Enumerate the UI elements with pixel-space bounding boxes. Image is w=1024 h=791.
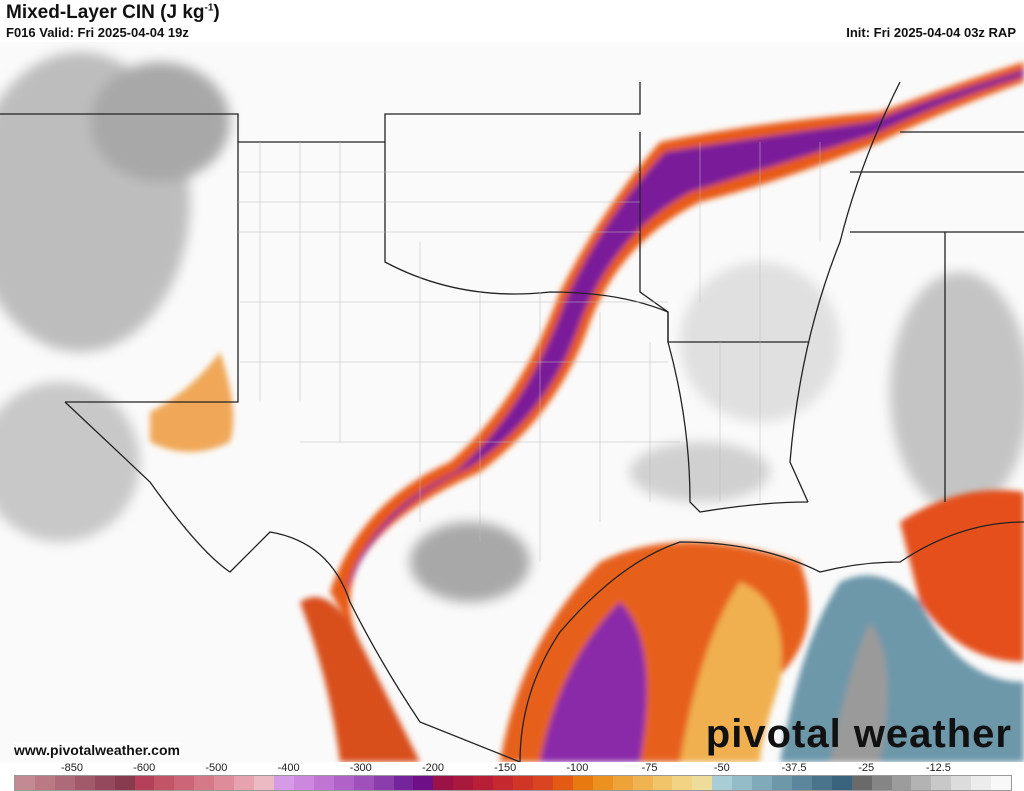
- colorbar-swatch: [254, 776, 274, 790]
- colorbar-labels: -850 -600 -500 -400 -300 -200 -150 -100 -75 -50 -3…: [0, 762, 1024, 774]
- colorbar-swatch: [34, 776, 55, 790]
- colorbar-label: -300: [349, 762, 372, 774]
- colorbar-swatch: [273, 776, 294, 790]
- colorbar-label: -50: [713, 762, 730, 774]
- website-url[interactable]: www.pivotalweather.com: [14, 742, 180, 758]
- colorbar-swatch: [413, 776, 434, 790]
- colorbar-swatch: [513, 776, 533, 790]
- colorbar-label: -150: [494, 762, 517, 774]
- county-borders: [238, 142, 821, 562]
- colorbar-swatch: [353, 776, 374, 790]
- colorbar-swatch: [971, 776, 992, 790]
- colorbar-swatch: [672, 776, 693, 790]
- colorbar-label: -600: [133, 762, 156, 774]
- map-title: Mixed-Layer CIN (J kg-1): [6, 2, 220, 23]
- colorbar-swatch: [74, 776, 95, 790]
- colorbar-label: -400: [277, 762, 300, 774]
- colorbar-swatch: [114, 776, 135, 790]
- colorbar-swatch: [174, 776, 195, 790]
- colorbar-swatch: [991, 776, 1012, 790]
- colorbar-swatch: [772, 776, 792, 790]
- colorbar-swatch: [393, 776, 414, 790]
- colorbar-label: -25: [858, 762, 875, 774]
- colorbar-label: -850: [60, 762, 84, 774]
- colorbar-swatch: [313, 776, 334, 790]
- colorbar-swatch: [134, 776, 155, 790]
- colorbar-label: -200: [421, 762, 445, 774]
- cin-band: [150, 62, 1024, 762]
- colorbar-swatch: [712, 776, 733, 790]
- colorbar-label: -100: [566, 762, 589, 774]
- colorbar-swatch: [373, 776, 394, 790]
- colorbar-swatch: [453, 776, 474, 790]
- colorbar-swatch: [791, 776, 812, 790]
- colorbar-swatch: [871, 776, 892, 790]
- valid-time: F016 Valid: Fri 2025-04-04 19z: [6, 25, 189, 40]
- colorbar-swatch: [911, 776, 932, 790]
- colorbar-swatch: [54, 776, 75, 790]
- colorbar-swatch: [433, 776, 454, 790]
- colorbar-swatch: [94, 776, 115, 790]
- state-borders: [0, 81, 1024, 762]
- colorbar-swatch: [333, 776, 354, 790]
- colorbar-swatch: [632, 776, 653, 790]
- colorbar-swatch: [891, 776, 912, 790]
- colorbar-label: -37.5: [781, 762, 807, 774]
- colorbar-swatch: [831, 776, 852, 790]
- colorbar-swatch: [194, 776, 215, 790]
- colorbar-swatch: [234, 776, 255, 790]
- init-time: Init: Fri 2025-04-04 03z RAP: [846, 25, 1016, 40]
- pivotal-weather-logo: pivotal weather: [705, 712, 1012, 756]
- colorbar-swatch: [692, 776, 713, 790]
- colorbar-swatch: [493, 776, 514, 790]
- colorbar-swatch: [572, 776, 593, 790]
- colorbar-swatch: [851, 776, 872, 790]
- colorbar-swatch: [752, 776, 773, 790]
- colorbar-swatch: [951, 776, 972, 790]
- colorbar-label: -12.5: [925, 762, 951, 774]
- cin-map: [0, 42, 1024, 762]
- colorbar-swatch: [473, 776, 494, 790]
- colorbar: [14, 775, 1012, 791]
- colorbar-swatch: [293, 776, 314, 790]
- colorbar-swatch: [931, 776, 952, 790]
- colorbar-swatch: [612, 776, 633, 790]
- colorbar-swatch: [652, 776, 673, 790]
- colorbar-swatch: [15, 776, 35, 790]
- colorbar-swatch: [532, 776, 553, 790]
- colorbar-swatch: [154, 776, 175, 790]
- colorbar-swatch: [214, 776, 235, 790]
- colorbar-label: -75: [641, 762, 658, 774]
- colorbar-swatch: [592, 776, 613, 790]
- colorbar-swatch: [552, 776, 573, 790]
- colorbar-swatch: [732, 776, 753, 790]
- colorbar-label: -500: [205, 762, 228, 774]
- colorbar-swatch: [811, 776, 832, 790]
